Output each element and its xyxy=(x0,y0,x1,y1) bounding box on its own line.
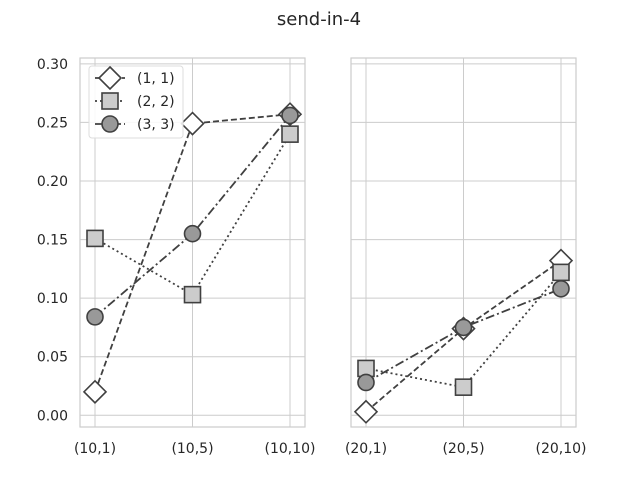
legend-marker xyxy=(101,92,119,110)
series-line xyxy=(94,113,291,393)
data-point xyxy=(86,229,104,248)
data-point xyxy=(454,318,473,337)
data-point xyxy=(281,125,299,143)
legend: (1, 1) (2, 2) (3, 3) xyxy=(88,65,184,139)
panel-2: (20,1) (20,5) (20,10) xyxy=(345,57,587,457)
data-point xyxy=(86,308,104,326)
x-tick-label: (20,10) xyxy=(535,441,586,457)
data-point xyxy=(552,263,570,282)
y-tick-label: 0.20 xyxy=(37,174,68,190)
data-point xyxy=(82,379,108,404)
panel-1: 0.00 0.05 0.10 0.15 0.20 0.25 0.30 (10,1) (10,5)… xyxy=(37,57,316,457)
plot-frame xyxy=(350,57,577,428)
data-point xyxy=(353,399,379,424)
x-tick-label: (10,10) xyxy=(264,441,315,457)
legend-label: (3, 3) xyxy=(137,117,175,133)
series-line xyxy=(94,114,291,318)
y-tick-label: 0.25 xyxy=(37,115,68,131)
data-point xyxy=(552,279,570,298)
y-tick-label: 0.00 xyxy=(37,408,68,424)
legend-marker xyxy=(101,115,119,133)
y-tick-label: 0.10 xyxy=(37,291,68,307)
data-point xyxy=(454,378,473,396)
legend-marker xyxy=(97,65,123,91)
y-tick-label: 0.30 xyxy=(37,57,68,73)
data-point xyxy=(180,111,205,136)
y-tick-label: 0.05 xyxy=(37,350,68,366)
x-tick-label: (20,1) xyxy=(345,441,387,457)
x-tick-label: (10,1) xyxy=(74,441,116,457)
plot-frame xyxy=(79,57,306,428)
chart-title: send-in-4 xyxy=(277,9,361,30)
data-point xyxy=(357,373,375,392)
x-tick-label: (10,5) xyxy=(171,441,213,457)
data-point xyxy=(183,224,202,243)
series-line xyxy=(365,287,562,384)
legend-label: (2, 2) xyxy=(137,94,175,110)
data-point xyxy=(281,106,299,125)
data-point xyxy=(183,285,202,304)
legend-label: (1, 1) xyxy=(137,71,175,87)
x-tick-label: (20,5) xyxy=(442,441,484,457)
y-tick-label: 0.15 xyxy=(37,233,68,249)
